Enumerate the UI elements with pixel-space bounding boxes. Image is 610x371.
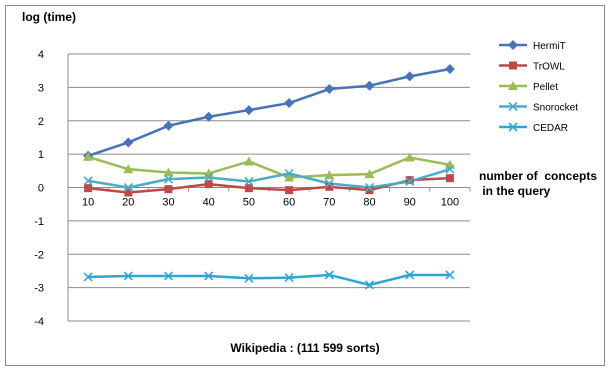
x-axis-label-line-2: in the query xyxy=(479,184,551,198)
marker-hermit xyxy=(444,64,455,75)
marker-hermit xyxy=(243,105,254,116)
y-tick-label: 1 xyxy=(38,149,44,161)
marker-hermit xyxy=(123,137,134,148)
markers xyxy=(83,64,455,290)
series-line-snorocket xyxy=(87,167,451,189)
series-line-cedar xyxy=(88,273,450,287)
legend: HermiT TrOWL Pellet Snorocket CEDAR xyxy=(499,40,578,134)
y-tick-label: 3 xyxy=(38,82,44,94)
marker-pellet xyxy=(284,172,295,182)
marker-trowl xyxy=(285,186,294,195)
marker-snorocket xyxy=(364,182,375,193)
legend-item-hermit: HermiT xyxy=(499,40,566,52)
y-tick-label: 4 xyxy=(38,49,44,61)
x-tick-label: 100 xyxy=(441,197,459,209)
marker-snorocket xyxy=(445,164,455,174)
gridlines xyxy=(68,53,470,322)
marker-pellet xyxy=(83,151,94,161)
marker-trowl xyxy=(244,184,253,193)
x-tick-label: 70 xyxy=(323,197,335,209)
y-axis-label: log (time) xyxy=(22,10,76,24)
marker-trowl xyxy=(124,188,133,197)
legend-marker xyxy=(508,81,518,90)
marker-hermit xyxy=(284,98,295,109)
legend-marker xyxy=(508,40,518,50)
series-line-hermit xyxy=(87,67,451,157)
marker-cedar xyxy=(123,271,133,281)
legend-item-trowl: TrOWL xyxy=(499,61,565,73)
marker-trowl xyxy=(445,174,454,183)
legend-label: TrOWL xyxy=(533,62,565,73)
legend-label: HermiT xyxy=(533,41,566,52)
marker-snorocket xyxy=(324,178,334,189)
marker-hermit xyxy=(163,120,174,131)
marker-snorocket xyxy=(244,176,254,187)
marker-trowl xyxy=(84,184,93,193)
marker-pellet xyxy=(364,169,375,179)
legend-label: CEDAR xyxy=(533,123,568,134)
marker-cedar xyxy=(445,270,455,280)
series-line-pellet xyxy=(87,155,451,179)
marker-snorocket xyxy=(123,182,133,193)
legend-label: Snorocket xyxy=(533,103,578,114)
y-tick-label: -4 xyxy=(34,316,44,328)
marker-hermit xyxy=(364,80,375,91)
marker-snorocket xyxy=(163,174,174,184)
x-tick-label: 90 xyxy=(404,197,416,209)
marker-trowl xyxy=(204,180,213,189)
x-tick-label: 50 xyxy=(243,197,255,209)
marker-hermit xyxy=(404,71,415,82)
marker-pellet xyxy=(163,167,174,177)
marker-cedar xyxy=(364,280,375,290)
y-tick-label: -3 xyxy=(34,283,44,295)
legend-item-snorocket: Snorocket xyxy=(499,101,578,114)
x-tick-label: 30 xyxy=(162,197,174,209)
marker-trowl xyxy=(325,182,334,191)
marker-pellet xyxy=(404,152,415,162)
marker-trowl xyxy=(164,185,173,194)
y-tick-label: 2 xyxy=(38,116,44,128)
x-tick-label: 40 xyxy=(203,197,215,209)
y-tick-label: 0 xyxy=(38,183,44,195)
marker-snorocket xyxy=(284,168,294,179)
marker-cedar xyxy=(284,273,294,283)
marker-snorocket xyxy=(83,176,93,186)
series-lines xyxy=(87,67,451,287)
marker-pellet xyxy=(324,170,335,180)
marker-cedar xyxy=(324,270,334,280)
x-tick-label: 20 xyxy=(122,197,134,209)
marker-cedar xyxy=(163,271,174,281)
legend-label: Pellet xyxy=(533,82,558,93)
marker-cedar xyxy=(405,270,415,280)
marker-pellet xyxy=(243,156,254,166)
marker-pellet xyxy=(123,164,134,174)
marker-snorocket xyxy=(405,176,415,187)
marker-hermit xyxy=(203,111,214,122)
x-tick-label: 60 xyxy=(283,197,295,209)
chart-footer: Wikipedia : (111 599 sorts) xyxy=(230,341,380,355)
legend-marker xyxy=(508,101,518,112)
marker-hermit xyxy=(324,84,335,95)
marker-snorocket xyxy=(204,172,214,183)
legend-item-pellet: Pellet xyxy=(499,81,558,93)
marker-cedar xyxy=(83,272,93,282)
legend-marker xyxy=(508,122,518,132)
legend-marker xyxy=(509,61,517,70)
marker-trowl xyxy=(365,186,374,195)
x-tick-label: 80 xyxy=(363,197,375,209)
y-tick-label: -1 xyxy=(34,216,44,228)
marker-trowl xyxy=(405,176,414,185)
marker-cedar xyxy=(244,273,254,283)
x-axis-label-line-1: number of concepts xyxy=(479,169,598,183)
y-tick-label: -2 xyxy=(34,249,44,261)
marker-cedar xyxy=(204,271,214,281)
x-tick-label: 10 xyxy=(82,197,94,209)
legend-item-cedar: CEDAR xyxy=(499,122,568,134)
x-axis-label: number of concepts in the query xyxy=(479,169,609,199)
